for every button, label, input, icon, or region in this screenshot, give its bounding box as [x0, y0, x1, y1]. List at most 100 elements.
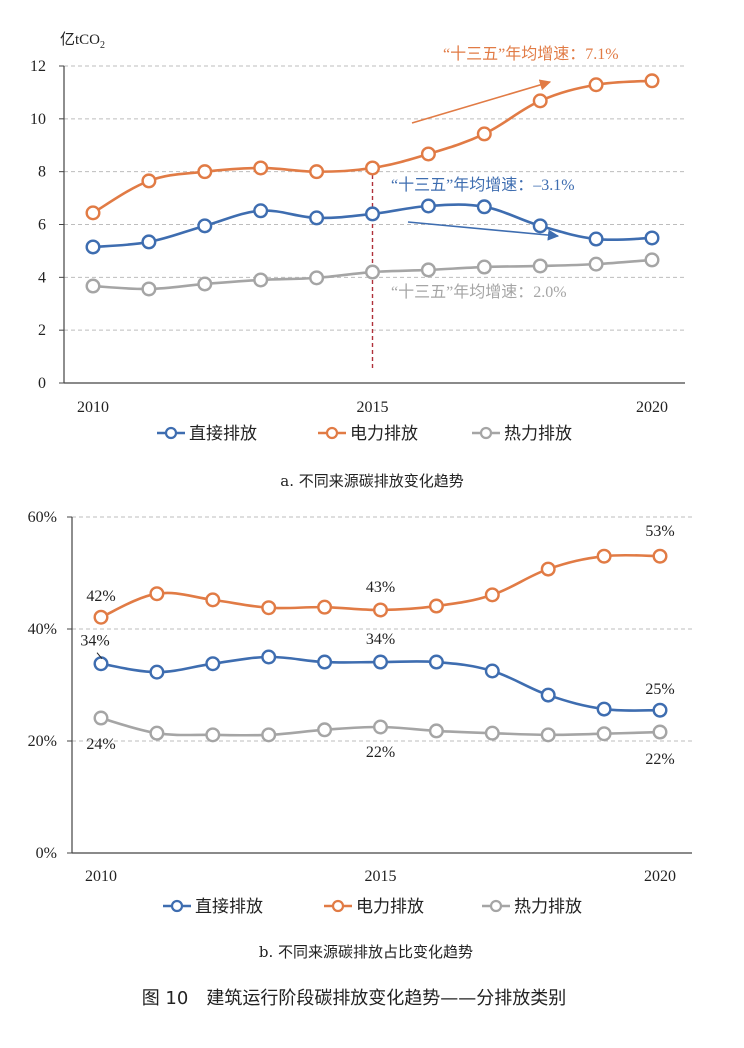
y-tick-label: 20% [28, 733, 57, 750]
data-point-direct [205, 656, 221, 672]
data-point-direct [85, 239, 101, 255]
data-point-direct [365, 206, 381, 222]
data-point-direct [428, 654, 444, 670]
series-power [93, 548, 668, 625]
power-growth-annotation: “十三五”年均增速：7.1% [443, 45, 619, 63]
data-point-heat [149, 725, 165, 741]
data-label-direct: 25% [645, 681, 674, 698]
data-point-direct [596, 701, 612, 717]
data-point-power [484, 587, 500, 603]
legend-marker-icon [489, 899, 503, 913]
y-tick-label: 4 [38, 269, 46, 286]
data-point-direct [261, 649, 277, 665]
direct-growth-annotation: “十三五”年均增速：–3.1% [391, 176, 575, 194]
data-point-power [141, 173, 157, 189]
data-point-direct [532, 218, 548, 234]
data-point-power [365, 160, 381, 176]
x-tick-label: 2010 [85, 868, 117, 885]
y-tick-label: 60% [28, 509, 57, 526]
data-point-direct [93, 656, 109, 672]
legend-marker-icon [331, 899, 345, 913]
data-label-direct: 34% [366, 631, 395, 648]
data-point-direct [484, 663, 500, 679]
data-point-power [476, 126, 492, 142]
data-point-direct [373, 654, 389, 670]
chart-b-x-ticks: 2010 2015 2020 [72, 852, 692, 885]
chart-b-y-ticks: 0% 20% 40% 60% [28, 509, 73, 862]
power-trend-arrow [411, 79, 552, 124]
data-point-direct [309, 210, 325, 226]
data-point-heat [141, 281, 157, 297]
data-point-power [309, 164, 325, 180]
chart-a-annotations: “十三五”年均增速：7.1% “十三五”年均增速：–3.1% “十三五”年均增速… [391, 45, 619, 301]
data-point-power [652, 548, 668, 564]
y-tick-label: 12 [30, 58, 46, 75]
data-point-power [420, 146, 436, 162]
data-point-power [85, 205, 101, 221]
heat-growth-annotation: “十三五”年均增速：2.0% [391, 283, 567, 301]
data-point-power [644, 73, 660, 89]
data-point-heat [484, 725, 500, 741]
data-point-power [93, 609, 109, 625]
chart-b-series [93, 548, 668, 743]
y-tick-label: 8 [38, 164, 46, 181]
chart-a-y-axis-unit: 亿tCO2 [60, 31, 105, 51]
x-tick-label: 2015 [365, 868, 397, 885]
figure-caption: 图 10 建筑运行阶段碳排放变化趋势——分排放类别 [142, 988, 567, 1009]
data-point-direct [253, 203, 269, 219]
data-point-heat [420, 262, 436, 278]
legend-item-direct: 直接排放 [157, 424, 257, 444]
x-tick-label: 2020 [644, 868, 676, 885]
data-point-heat [373, 719, 389, 735]
legend-item-direct: 直接排放 [163, 897, 263, 917]
data-point-direct [317, 654, 333, 670]
chart-a-y-unit-text: 亿tCO [60, 31, 100, 48]
data-point-heat [540, 727, 556, 743]
series-direct [93, 649, 668, 718]
legend-item-power: 电力排放 [324, 897, 424, 917]
data-label-leader [96, 652, 103, 660]
y-tick-label: 6 [38, 217, 46, 234]
data-point-heat [428, 723, 444, 739]
data-point-power [205, 592, 221, 608]
chart-b-gridlines [72, 516, 692, 742]
chart-b-data-labels: 42% 43% 53% 34% 34% 25% 24% 22% 22% [80, 523, 674, 768]
legend-item-heat: 热力排放 [482, 897, 582, 917]
legend-label: 直接排放 [189, 424, 257, 444]
data-label-direct: 34% [80, 633, 109, 650]
data-point-heat [596, 726, 612, 742]
data-point-direct [197, 218, 213, 234]
data-label-power: 42% [86, 588, 115, 605]
chart-a-y-ticks: 0 2 4 6 8 10 12 [30, 58, 65, 392]
data-point-heat [652, 724, 668, 740]
data-point-power [540, 561, 556, 577]
legend-label: 电力排放 [350, 424, 418, 444]
data-point-heat [476, 259, 492, 275]
data-label-heat: 24% [86, 736, 115, 753]
data-point-heat [365, 264, 381, 280]
data-point-heat [588, 256, 604, 272]
data-label-heat: 22% [366, 744, 395, 761]
y-tick-label: 0 [38, 375, 46, 392]
data-point-direct [149, 664, 165, 680]
legend-label: 电力排放 [356, 897, 424, 917]
legend-label: 直接排放 [195, 897, 263, 917]
legend-item-heat: 热力排放 [472, 424, 572, 444]
data-point-power [253, 160, 269, 176]
data-point-direct [540, 687, 556, 703]
data-point-direct [420, 198, 436, 214]
data-point-power [261, 600, 277, 616]
chart-a-series [85, 73, 660, 297]
data-point-heat [532, 258, 548, 274]
chart-b-subcaption: b. 不同来源碳排放占比变化趋势 [259, 943, 473, 961]
data-point-direct [644, 230, 660, 246]
x-tick-label: 2020 [636, 399, 668, 416]
legend-marker-icon [164, 426, 178, 440]
data-point-heat [309, 270, 325, 286]
chart-a-gridlines [64, 65, 685, 331]
data-point-power [588, 77, 604, 93]
data-point-direct [141, 234, 157, 250]
data-point-heat [197, 276, 213, 292]
y-tick-label: 2 [38, 322, 46, 339]
